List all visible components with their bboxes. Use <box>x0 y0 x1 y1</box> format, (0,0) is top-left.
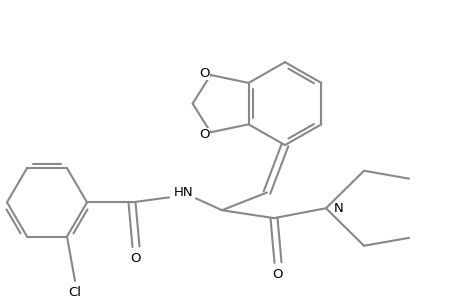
Text: O: O <box>130 252 141 265</box>
Text: O: O <box>272 268 283 281</box>
Text: N: N <box>333 202 343 215</box>
Text: O: O <box>199 128 209 141</box>
Text: O: O <box>199 67 209 80</box>
Text: HN: HN <box>174 186 193 199</box>
Text: Cl: Cl <box>68 286 81 299</box>
